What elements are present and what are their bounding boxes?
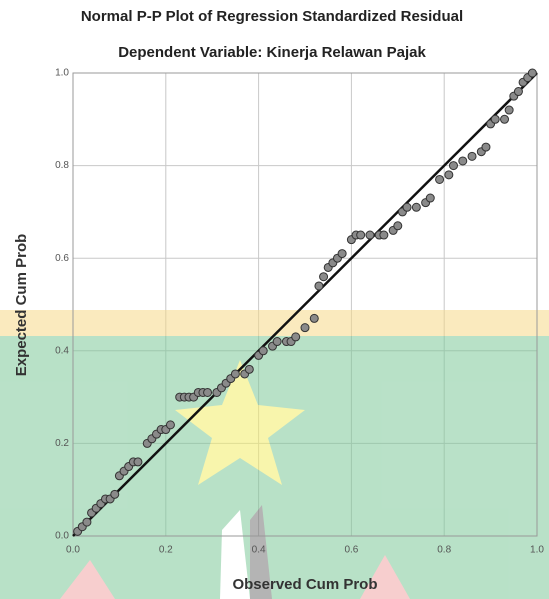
y-axis-label: Expected Cum Prob <box>13 234 30 377</box>
point <box>165 420 175 430</box>
chart-subtitle: Dependent Variable: Kinerja Relawan Paja… <box>118 44 426 61</box>
point <box>490 114 500 124</box>
point <box>500 114 510 124</box>
y-tick-label: 0.2 <box>55 438 69 449</box>
x-tick-label: 0.2 <box>159 545 173 556</box>
point <box>82 517 92 527</box>
y-tick-label: 1.0 <box>55 68 69 79</box>
point <box>504 105 514 115</box>
y-tick-label: 0.4 <box>55 345 69 356</box>
watermark-shape <box>220 510 250 599</box>
x-axis-label: Observed Cum Prob <box>232 576 377 593</box>
point <box>258 346 268 356</box>
point <box>110 489 120 499</box>
y-tick-label: 0.0 <box>55 531 69 542</box>
point <box>230 369 240 379</box>
point <box>337 249 347 259</box>
watermark-shape <box>360 555 410 599</box>
x-tick-label: 0.4 <box>252 545 266 556</box>
point <box>402 202 412 212</box>
x-tick-label: 1.0 <box>530 545 544 556</box>
x-tick-label: 0.0 <box>66 545 80 556</box>
point <box>458 156 468 166</box>
y-tick-label: 0.8 <box>55 160 69 171</box>
point <box>291 332 301 342</box>
point <box>314 281 324 291</box>
y-tick-label: 0.6 <box>55 253 69 264</box>
point <box>393 221 403 231</box>
point <box>444 170 454 180</box>
point <box>467 151 477 161</box>
point <box>356 230 366 240</box>
watermark <box>0 310 549 599</box>
watermark-shape <box>250 505 272 599</box>
point <box>244 364 254 374</box>
point <box>527 68 537 78</box>
point <box>300 323 310 333</box>
watermark-shape <box>60 560 115 599</box>
chart-title: Normal P-P Plot of Regression Standardiz… <box>81 8 463 25</box>
point <box>513 87 523 97</box>
point <box>365 230 375 240</box>
point <box>309 313 319 323</box>
point <box>435 174 445 184</box>
x-tick-label: 0.8 <box>437 545 451 556</box>
point <box>481 142 491 152</box>
plot-border <box>72 72 538 537</box>
point <box>203 387 213 397</box>
point <box>411 202 421 212</box>
point <box>133 457 143 467</box>
point <box>425 193 435 203</box>
point <box>379 230 389 240</box>
reference-line <box>72 72 538 537</box>
point <box>448 161 458 171</box>
point <box>319 272 329 282</box>
watermark-star <box>175 360 305 485</box>
point <box>272 337 282 347</box>
x-tick-label: 0.6 <box>344 545 358 556</box>
watermark-band <box>0 310 549 336</box>
